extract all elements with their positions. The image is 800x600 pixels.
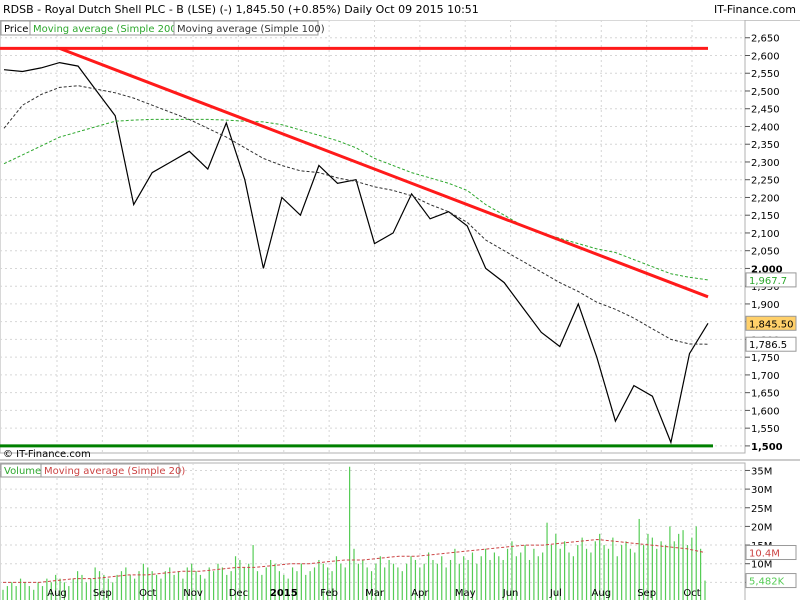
price-value-tag-box: [745, 315, 797, 331]
brand-label: IT-Finance.com: [714, 3, 796, 16]
x-tick-label: Apr: [411, 588, 429, 599]
x-tick-label: Oct: [683, 588, 700, 599]
legend-ma100-box: [173, 20, 319, 36]
price-tick-label: 2,300: [751, 158, 780, 169]
legend-volma-box: [40, 463, 180, 478]
volume-tick-label: 25M: [751, 504, 772, 515]
price-value-tag-box: [745, 272, 797, 288]
annotations: [0, 46, 713, 448]
legend-ma200[interactable]: Moving average (Simple 200): [33, 24, 181, 35]
volume-bars: [2, 466, 706, 600]
volume-value-tag: 5,482K: [749, 577, 785, 588]
x-tick-label: Oct: [139, 588, 156, 599]
volume-value-tag-box: [745, 573, 797, 589]
price-tick-label: 1,500: [751, 442, 783, 453]
copyright-label: © IT-Finance.com: [3, 449, 91, 460]
price-tick-label: 1,750: [751, 353, 780, 364]
price-tick-label: 1,700: [751, 371, 780, 382]
volume-tick-label: 10M: [751, 560, 772, 571]
volume-tick-label: 20M: [751, 522, 772, 533]
price-tick-label: 2,250: [751, 176, 780, 187]
x-tick-label: 2015: [270, 588, 298, 599]
x-tick-label: Aug: [592, 588, 612, 599]
volume-ma20-line: [3, 538, 706, 583]
price-tick-label: 2,100: [751, 229, 780, 240]
x-tick-label: Nov: [183, 588, 203, 599]
price-tick-label: 2,350: [751, 140, 780, 151]
volume-value-tag-box: [745, 545, 797, 561]
x-tick-label: Mar: [365, 588, 385, 599]
price-tick-label: 2,050: [751, 247, 780, 258]
volume-value-tag: 10.4M: [749, 549, 780, 560]
price-series: [3, 61, 709, 445]
price-value-tag: 1,845.50: [749, 319, 794, 330]
ma200-line: [3, 118, 709, 281]
x-tick-label: Aug: [47, 588, 67, 599]
x-tick-label: May: [455, 588, 476, 599]
legend-ma100[interactable]: Moving average (Simple 100): [177, 24, 325, 35]
price-tick-label: 2,200: [751, 193, 780, 204]
volume-tick-label: 35M: [751, 466, 772, 477]
price-value-tag-box: [745, 336, 797, 352]
trendline-resistance: [59, 46, 709, 299]
price-tick-label: 1,600: [751, 406, 780, 417]
x-tick-label: Sep: [637, 588, 656, 599]
legend-price[interactable]: Price: [4, 24, 28, 35]
chart-title: RDSB - Royal Dutch Shell PLC - B (LSE) (…: [3, 3, 479, 16]
x-tick-label: Jun: [502, 588, 519, 599]
x-tick-label: Sep: [93, 588, 112, 599]
price-tick-label: 1,950: [751, 282, 780, 293]
price-line: [3, 61, 709, 445]
price-tick-label: 1,900: [751, 300, 780, 311]
price-tick-label: 2,600: [751, 51, 780, 62]
legend-volume[interactable]: Volume: [4, 466, 41, 477]
volume-panel-frame: [0, 462, 746, 600]
price-value-tag: 1,786.5: [749, 340, 787, 351]
axes: 1,5001,5501,6001,6501,7001,7501,8001,850…: [47, 34, 782, 599]
ma100-line: [3, 85, 709, 345]
price-tick-label: 2,650: [751, 34, 780, 45]
x-tick-label: Jul: [549, 588, 562, 599]
price-tick-label: 2,550: [751, 69, 780, 80]
chart-canvas[interactable]: 1,5001,5501,6001,6501,7001,7501,8001,850…: [0, 20, 800, 600]
x-tick-label: Dec: [229, 588, 248, 599]
price-tick-label: 2,400: [751, 122, 780, 133]
legend-vol-ma20[interactable]: Moving average (Simple 20): [44, 466, 185, 477]
price-tick-label: 1,650: [751, 389, 780, 400]
price-tick-label: 1,550: [751, 424, 780, 435]
x-tick-label: Feb: [320, 588, 338, 599]
value-tags: 1,967.7 1,845.50 1,786.5 10.4M 5,482K: [745, 272, 797, 589]
chart-header: RDSB - Royal Dutch Shell PLC - B (LSE) (…: [0, 0, 800, 21]
price-tick-label: 2,500: [751, 87, 780, 98]
price-tick-label: 2,450: [751, 105, 780, 116]
price-value-tag: 1,967.7: [749, 276, 787, 287]
volume-tick-label: 30M: [751, 485, 772, 496]
price-tick-label: 2,000: [751, 264, 783, 275]
price-tick-label: 2,150: [751, 211, 780, 222]
